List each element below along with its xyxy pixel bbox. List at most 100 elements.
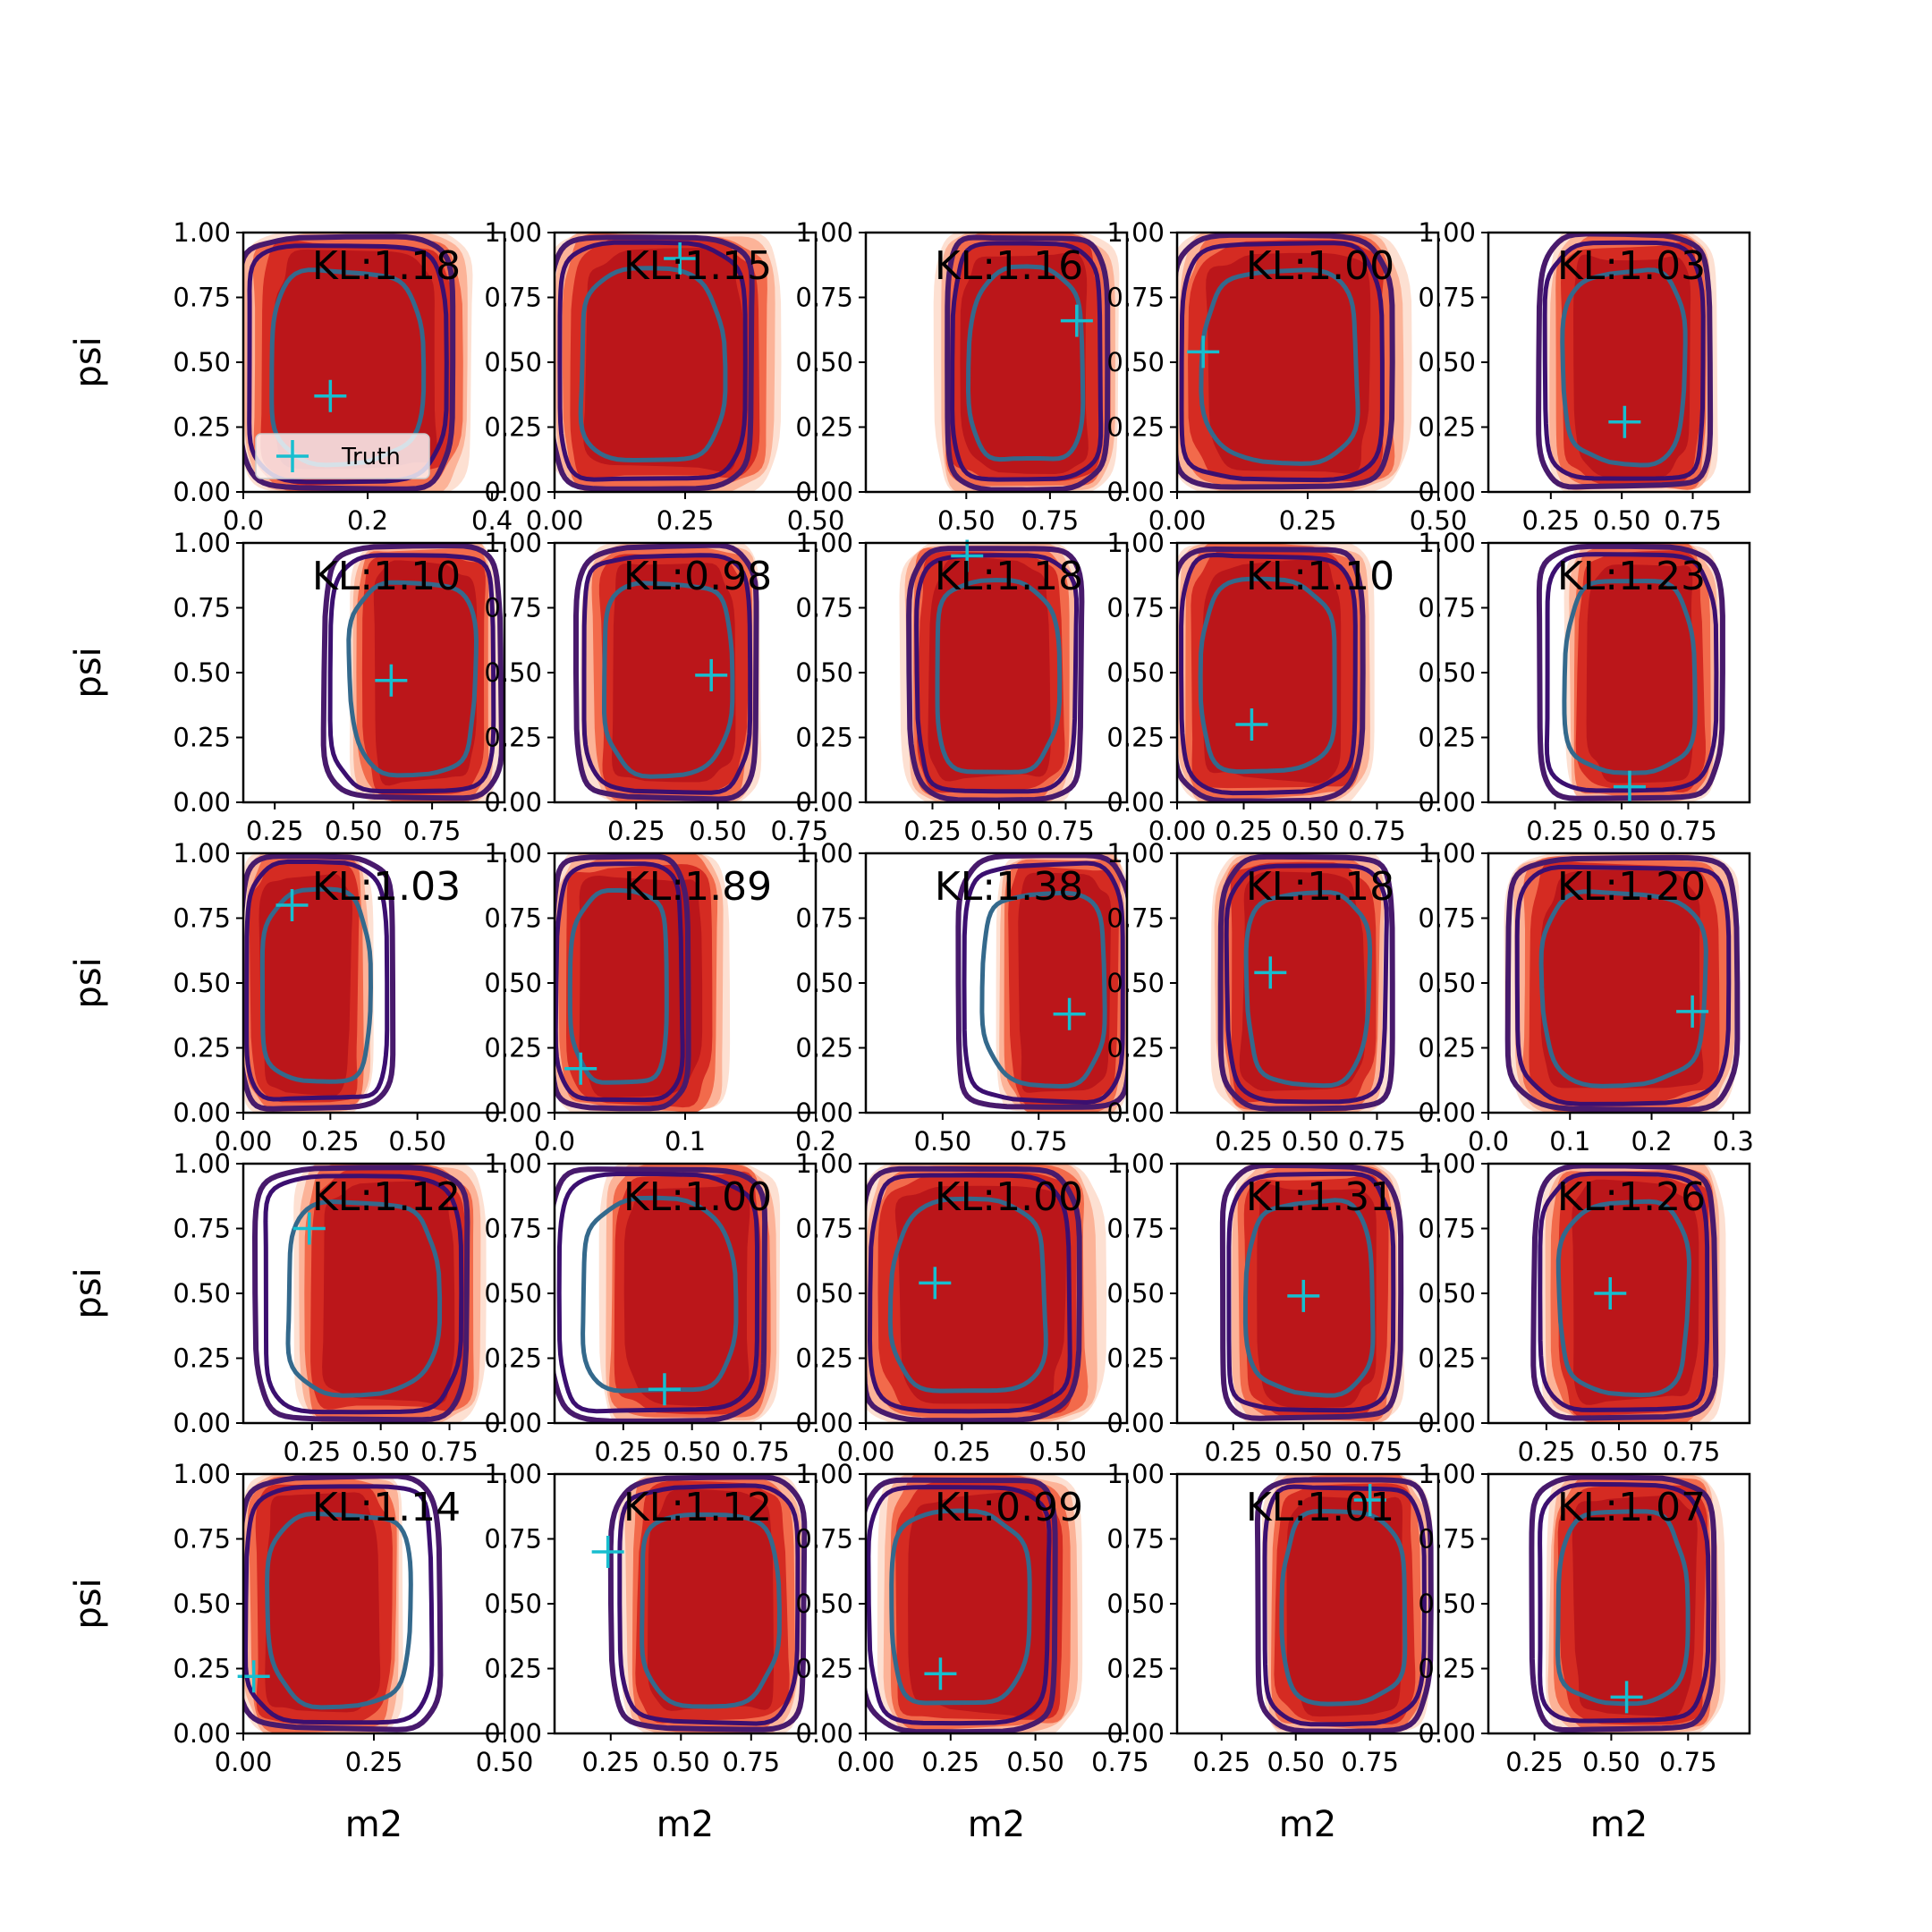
contour-inner [1279, 1508, 1408, 1707]
contour-outer [866, 1165, 1082, 1423]
x-tick-label: 0.75 [1341, 1747, 1399, 1777]
density-level-5 [1206, 252, 1371, 474]
contour-outer [1529, 1474, 1717, 1733]
kl-label: KL:1.18 [312, 243, 461, 289]
y-tick-label: 0.50 [1418, 1589, 1476, 1619]
y-tick-label: 0.25 [1106, 1343, 1165, 1374]
y-tick-label: 0.50 [484, 657, 542, 688]
contour-inner [1562, 578, 1698, 775]
x-tick-label: 0.00 [215, 1747, 273, 1777]
x-tick-label: 0.25 [1505, 1747, 1563, 1777]
x-tick-label: 0.25 [607, 816, 665, 846]
y-tick-label: 0.25 [795, 1033, 853, 1063]
x-tick-label: 0.25 [1205, 1436, 1263, 1467]
kl-label: KL:1.16 [935, 243, 1083, 289]
y-tick-label: 0.75 [484, 283, 542, 313]
y-tick-label: 0.50 [795, 1278, 853, 1309]
x-tick-label: 0.50 [1029, 1436, 1087, 1467]
kl-label: KL:1.18 [1246, 864, 1394, 910]
contour-outer [945, 234, 1111, 492]
contour-inner [578, 266, 728, 463]
kl-label: KL:1.00 [1246, 243, 1394, 289]
y-tick-label: 0.25 [484, 1343, 542, 1374]
x-tick-label: 0.75 [1021, 505, 1080, 536]
kl-label: KL:1.12 [623, 1485, 772, 1530]
truth-marker [1608, 405, 1641, 438]
y-tick-label: 0.25 [1418, 1343, 1476, 1374]
kl-label: KL:1.10 [1246, 554, 1394, 599]
x-tick-label: 0.50 [388, 1126, 446, 1157]
y-axis-label: psi [68, 957, 109, 1008]
y-tick-label: 0.00 [1106, 1408, 1165, 1438]
y-tick-label: 0.75 [1106, 593, 1165, 623]
x-tick-label: 0.25 [1215, 816, 1273, 846]
x-tick-label: 0.75 [403, 816, 462, 846]
contour-mid [867, 1173, 1072, 1414]
y-tick-label: 0.75 [1418, 1214, 1476, 1244]
x-tick-label: 0.1 [1549, 1126, 1590, 1157]
y-tick-label: 0.00 [173, 1718, 231, 1749]
truth-marker [951, 539, 984, 572]
y-tick-label: 1.00 [1106, 838, 1165, 869]
y-tick-label: 0.50 [795, 657, 853, 688]
contour-outer [251, 1165, 470, 1423]
y-axis-label: psi [68, 1267, 109, 1318]
y-tick-label: 0.75 [173, 283, 231, 313]
kl-label: KL:1.10 [312, 554, 461, 599]
contour-mid [1262, 1484, 1427, 1727]
panel-2: 0.00 0.25 0.50 0.75 1.00 0.00 0.25 0.50 KL:1.15 [484, 217, 844, 536]
x-tick-label: 0.2 [1631, 1126, 1672, 1157]
y-tick-label: 0.75 [484, 1524, 542, 1555]
density-level-5 [265, 1492, 381, 1713]
density-level-5 [1572, 1179, 1699, 1405]
panel-22: 0.00 0.25 0.50 0.75 1.00 0.25 0.50 0.75 KL:1.12 m… [484, 1459, 818, 1845]
y-tick-label: 0.50 [1106, 968, 1165, 998]
x-tick-label: 0.25 [582, 1747, 640, 1777]
y-tick-label: 0.50 [173, 968, 231, 998]
density-level-5 [1586, 564, 1693, 784]
contour-outer [1177, 546, 1366, 802]
y-tick-label: 0.75 [795, 903, 853, 934]
kl-label: KL:1.14 [312, 1485, 461, 1530]
truth-marker [1254, 956, 1287, 989]
y-tick-label: 0.75 [484, 593, 542, 623]
x-tick-label: 0.25 [922, 1747, 980, 1777]
x-tick-label: 0.75 [1091, 1747, 1149, 1777]
contour-mid [581, 553, 753, 795]
contour-inner [979, 891, 1107, 1089]
y-tick-label: 1.00 [1418, 217, 1476, 248]
y-tick-label: 1.00 [795, 838, 853, 869]
density-level-5 [273, 249, 437, 470]
kl-label: KL:1.00 [623, 1174, 772, 1220]
density-level-5 [322, 1181, 455, 1404]
y-tick-label: 0.50 [173, 347, 231, 377]
y-tick-label: 1.00 [1106, 528, 1165, 558]
density-level-5 [579, 876, 703, 1098]
y-tick-label: 0.50 [795, 347, 853, 377]
truth-marker [1613, 770, 1646, 803]
density-level-5 [894, 1185, 1067, 1404]
contour-mid [1179, 241, 1385, 483]
y-tick-label: 0.25 [173, 1343, 231, 1374]
truth-marker [1235, 708, 1268, 741]
density-level-5 [1540, 869, 1704, 1089]
x-tick-label: 0.50 [1275, 1436, 1333, 1467]
panel-18: 0.00 0.25 0.50 0.75 1.00 0.00 0.25 0.50 KL:1.00 [795, 1148, 1129, 1467]
kl-label: KL:1.03 [1557, 243, 1706, 289]
y-tick-label: 0.25 [1106, 1654, 1165, 1684]
y-tick-label: 1.00 [1106, 1148, 1165, 1179]
density-level-5 [258, 873, 353, 1097]
panel-25: 0.00 0.25 0.50 0.75 1.00 0.25 0.50 0.75 KL:1.07 m… [1418, 1459, 1751, 1845]
contour-inner [285, 1199, 443, 1398]
x-tick-label: 0.75 [1344, 1436, 1402, 1467]
contour-outer [955, 853, 1127, 1110]
y-tick-label: 0.50 [1106, 657, 1165, 688]
truth-marker [564, 1052, 597, 1085]
contour-outer [607, 1474, 808, 1733]
panel-4: 0.00 0.25 0.50 0.75 1.00 0.00 0.25 0.50 KL:1.00 [1106, 217, 1467, 536]
x-tick-label: 0.25 [1522, 505, 1580, 536]
y-tick-label: 0.00 [795, 477, 853, 507]
contour-outer [555, 853, 691, 1112]
y-tick-label: 0.00 [1106, 1097, 1165, 1128]
y-tick-label: 0.25 [173, 1033, 231, 1063]
